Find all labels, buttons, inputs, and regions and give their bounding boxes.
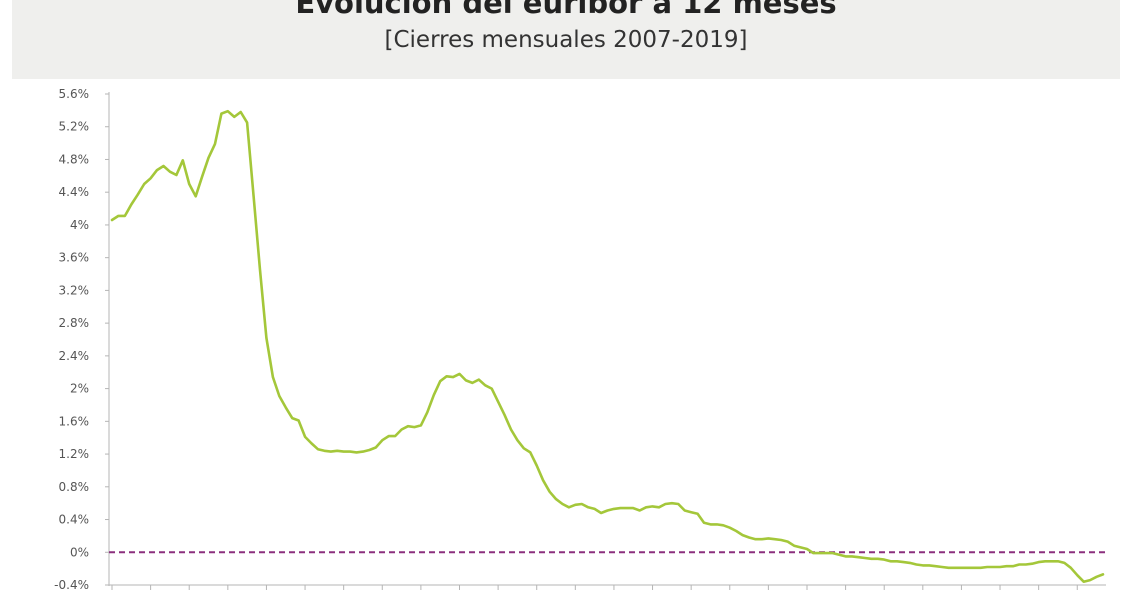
y-tick-label: 3.6% xyxy=(59,251,90,265)
chart-title: Evolución del euríbor a 12 meses xyxy=(295,0,837,20)
y-tick-label: -0.4% xyxy=(54,578,89,591)
chart-axes xyxy=(108,92,1106,586)
y-tick-label: 1.2% xyxy=(59,447,90,461)
y-tick-label: 5.2% xyxy=(59,120,90,134)
y-tick-label: 2.8% xyxy=(59,316,90,330)
y-tick-label: 3.2% xyxy=(59,283,90,297)
y-tick-label: 4.8% xyxy=(59,152,90,166)
y-tick-label: 0% xyxy=(70,545,89,559)
y-tick-label: 5.6% xyxy=(59,87,90,101)
y-tick-label: 4% xyxy=(70,218,89,232)
y-tick-label: 2.4% xyxy=(59,349,90,363)
x-axis-ticks xyxy=(111,585,1078,590)
series-line-0 xyxy=(110,109,1105,584)
y-tick-label: 4.4% xyxy=(59,185,90,199)
series-lines xyxy=(110,109,1105,584)
y-tick-label: 0.8% xyxy=(59,480,90,494)
y-tick-label: 1.6% xyxy=(59,414,90,428)
y-tick-label: 0.4% xyxy=(59,513,90,527)
y-tick-label: 2% xyxy=(70,382,89,396)
y-axis-labels: -0.4% 0% 0.4% 0.8% 1.2% 1.6% 2% 2.4% 2.8% 3.2% 3.6… xyxy=(54,87,109,591)
chart-header: Evolución del euríbor a 12 meses [Cierre… xyxy=(12,0,1120,79)
chart-subtitle: [Cierres mensuales 2007-2019] xyxy=(384,27,748,53)
